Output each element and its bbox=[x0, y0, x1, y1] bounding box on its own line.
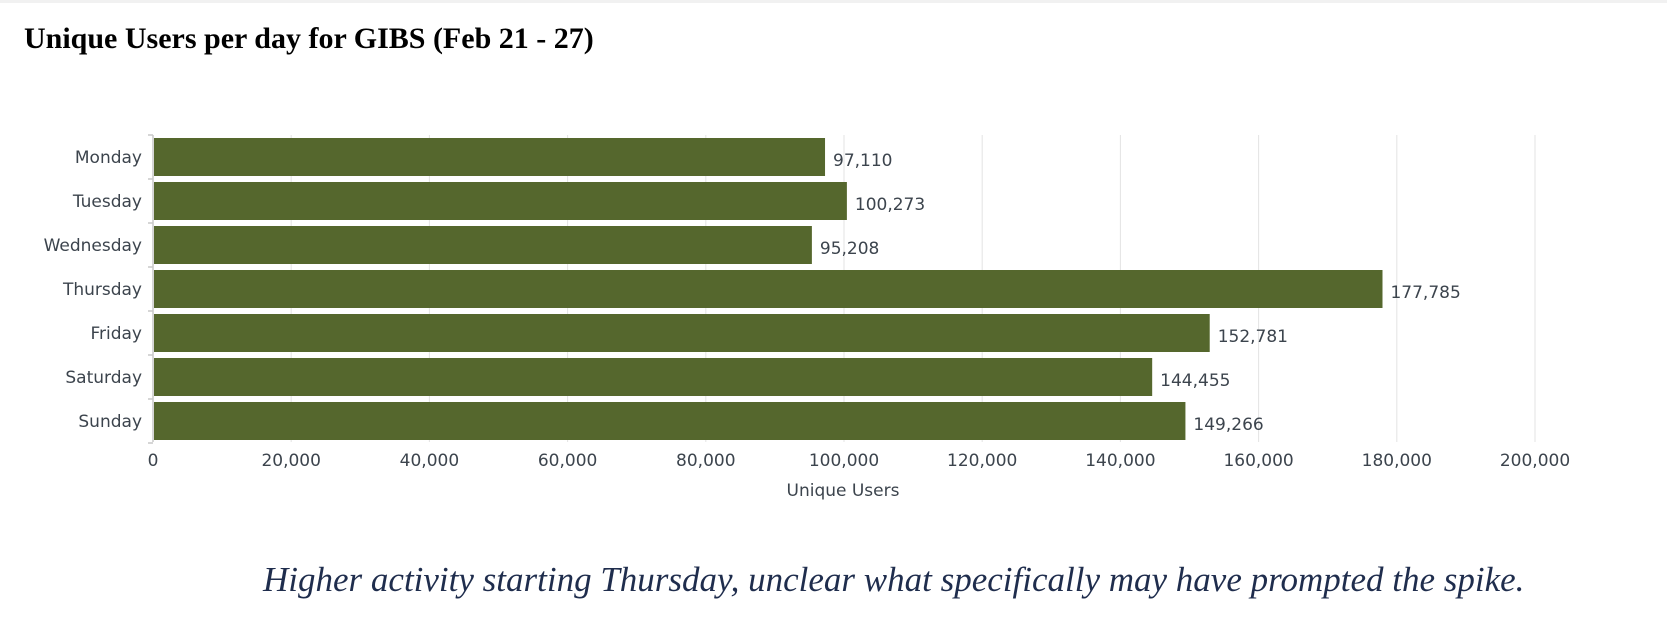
data-label: 144,455 bbox=[1160, 371, 1230, 391]
x-axis-title: Unique Users bbox=[787, 481, 900, 501]
bar-wednesday bbox=[154, 226, 812, 264]
x-tick-label: 40,000 bbox=[400, 451, 459, 471]
bar-tuesday bbox=[154, 182, 847, 220]
bar-sunday bbox=[154, 402, 1186, 440]
data-label: 95,208 bbox=[820, 239, 879, 259]
x-tick-label: 200,000 bbox=[1500, 451, 1570, 471]
category-label: Friday bbox=[90, 324, 142, 344]
page-title: Unique Users per day for GIBS (Feb 21 - … bbox=[24, 22, 594, 55]
data-label: 97,110 bbox=[833, 151, 892, 171]
bar-monday bbox=[154, 138, 826, 176]
data-label: 149,266 bbox=[1193, 415, 1263, 435]
category-label: Monday bbox=[75, 148, 142, 168]
x-tick-label: 120,000 bbox=[947, 451, 1017, 471]
data-label: 152,781 bbox=[1218, 327, 1288, 347]
category-label: Wednesday bbox=[44, 236, 142, 256]
category-label: Saturday bbox=[65, 368, 142, 388]
bar-chart: 0 20,000 40,000 60,000 80,000 100,000 120,000 1… bbox=[44, 134, 1571, 501]
x-tick-label: 160,000 bbox=[1223, 451, 1293, 471]
x-tick-label: 140,000 bbox=[1085, 451, 1155, 471]
axes bbox=[148, 134, 154, 444]
bars bbox=[154, 138, 1383, 440]
x-tick-label: 180,000 bbox=[1362, 451, 1432, 471]
x-tick-label: 20,000 bbox=[261, 451, 320, 471]
bar-saturday bbox=[154, 358, 1153, 396]
category-label: Thursday bbox=[62, 280, 142, 300]
x-tick-label: 80,000 bbox=[676, 451, 735, 471]
data-label: 177,785 bbox=[1390, 283, 1460, 303]
labels: 0 20,000 40,000 60,000 80,000 100,000 120,000 1… bbox=[44, 148, 1571, 471]
bar-thursday bbox=[154, 270, 1383, 308]
category-label: Tuesday bbox=[72, 192, 142, 212]
category-label: Sunday bbox=[78, 412, 142, 432]
chart-caption: Higher activity starting Thursday, uncle… bbox=[263, 560, 1525, 599]
top-rule bbox=[0, 0, 1667, 3]
x-tick-label: 60,000 bbox=[538, 451, 597, 471]
x-tick-label: 100,000 bbox=[809, 451, 879, 471]
x-tick-label: 0 bbox=[148, 451, 159, 471]
data-label: 100,273 bbox=[855, 195, 925, 215]
bar-friday bbox=[154, 314, 1210, 352]
